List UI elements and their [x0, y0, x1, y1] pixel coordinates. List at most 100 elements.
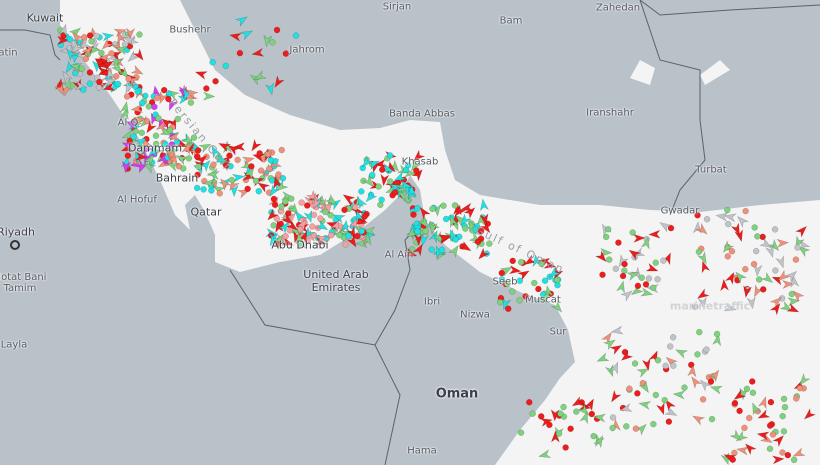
vessel-marker-fishing[interactable] — [632, 425, 640, 432]
vessel-marker-passenger[interactable] — [101, 31, 115, 42]
vessel-marker-cargo[interactable] — [788, 290, 796, 298]
vessel-marker-cargo[interactable] — [252, 177, 260, 185]
vessel-marker-cargo[interactable] — [577, 403, 591, 417]
vessel-marker-unknown[interactable] — [775, 255, 787, 269]
vessel-marker-tanker[interactable] — [632, 233, 646, 243]
vessel-marker-tanker[interactable] — [265, 208, 280, 222]
vessel-marker-cargo[interactable] — [553, 276, 561, 284]
vessel-marker-cargo[interactable] — [274, 179, 289, 194]
vessel-marker-fishing[interactable] — [81, 44, 95, 58]
vessel-marker-passenger[interactable] — [358, 227, 366, 235]
vessel-marker-passenger[interactable] — [369, 171, 376, 179]
vessel-marker-passenger[interactable] — [447, 228, 459, 243]
vessel-marker-passenger[interactable] — [177, 94, 191, 105]
vessel-marker-cargo[interactable] — [174, 115, 182, 123]
vessel-marker-tanker[interactable] — [749, 378, 756, 385]
vessel-marker-cargo[interactable] — [749, 389, 757, 396]
vessel-marker-tanker[interactable] — [341, 191, 356, 206]
vessel-marker-cargo[interactable] — [282, 198, 289, 205]
vessel-marker-cargo[interactable] — [417, 215, 431, 231]
vessel-marker-cargo[interactable] — [751, 224, 758, 231]
vessel-marker-navigation-aid[interactable] — [348, 217, 361, 231]
vessel-marker-cargo[interactable] — [720, 240, 735, 255]
vessel-marker-cargo[interactable] — [429, 205, 436, 213]
vessel-marker-cargo[interactable] — [297, 236, 307, 250]
vessel-marker-cargo[interactable] — [447, 214, 459, 229]
vessel-marker-fishing[interactable] — [143, 117, 151, 125]
vessel-marker-cargo[interactable] — [190, 134, 198, 141]
vessel-marker-cargo[interactable] — [767, 238, 781, 254]
vessel-marker-cargo[interactable] — [787, 297, 801, 307]
vessel-marker-cargo[interactable] — [408, 158, 422, 174]
vessel-marker-tanker[interactable] — [784, 451, 792, 459]
vessel-marker-unknown[interactable] — [619, 403, 633, 415]
vessel-marker-cargo[interactable] — [324, 193, 340, 208]
vessel-marker-navigation-aid[interactable] — [327, 232, 335, 239]
vessel-marker-passenger[interactable] — [345, 232, 352, 239]
vessel-marker-navigation-aid[interactable] — [310, 232, 318, 239]
vessel-marker-tanker[interactable] — [546, 421, 553, 429]
vessel-marker-cargo[interactable] — [61, 78, 75, 92]
vessel-marker-tanker[interactable] — [756, 409, 771, 422]
vessel-marker-cargo[interactable] — [181, 133, 196, 147]
vessel-marker-cargo[interactable] — [69, 61, 83, 73]
vessel-marker-pleasure[interactable] — [121, 160, 131, 174]
vessel-marker-tanker[interactable] — [736, 407, 743, 415]
vessel-marker-fishing[interactable] — [796, 384, 804, 392]
vessel-marker-unknown[interactable] — [103, 76, 117, 88]
vessel-marker-tanker[interactable] — [160, 86, 168, 94]
vessel-marker-passenger[interactable] — [399, 179, 413, 191]
vessel-marker-tanker[interactable] — [100, 58, 116, 72]
vessel-marker-pleasure[interactable] — [157, 152, 169, 166]
vessel-marker-fishing[interactable] — [699, 396, 707, 403]
vessel-marker-passenger[interactable] — [265, 82, 276, 96]
vessel-marker-unknown[interactable] — [121, 41, 129, 48]
vessel-marker-cargo[interactable] — [797, 372, 811, 388]
vessel-marker-fishing[interactable] — [99, 37, 114, 52]
vessel-marker-cargo[interactable] — [538, 290, 553, 305]
vessel-marker-navigation-aid[interactable] — [286, 227, 294, 234]
vessel-marker-tanker[interactable] — [522, 254, 537, 268]
vessel-marker-passenger[interactable] — [208, 144, 222, 159]
vessel-marker-unknown[interactable] — [609, 361, 621, 375]
vessel-marker-passenger[interactable] — [516, 277, 524, 285]
vessel-marker-fishing[interactable] — [687, 364, 697, 378]
vessel-marker-tanker[interactable] — [244, 185, 251, 193]
vessel-marker-cargo[interactable] — [375, 183, 382, 190]
vessel-marker-passenger[interactable] — [541, 277, 549, 284]
vessel-marker-cargo[interactable] — [486, 240, 493, 247]
vessel-marker-fishing[interactable] — [731, 449, 738, 457]
vessel-marker-cargo[interactable] — [202, 178, 216, 188]
vessel-marker-fishing[interactable] — [626, 385, 633, 392]
vessel-marker-cargo[interactable] — [206, 170, 220, 180]
vessel-marker-passenger[interactable] — [315, 220, 329, 233]
vessel-marker-unknown[interactable] — [93, 32, 100, 40]
vessel-marker-fishing[interactable] — [751, 284, 764, 298]
vessel-marker-cargo[interactable] — [634, 421, 649, 436]
vessel-marker-unknown[interactable] — [794, 244, 801, 251]
vessel-marker-cargo[interactable] — [517, 429, 525, 436]
vessel-marker-tanker[interactable] — [615, 239, 622, 246]
vessel-marker-cargo[interactable] — [593, 434, 606, 449]
vessel-marker-tanker[interactable] — [412, 242, 425, 257]
vessel-marker-unknown[interactable] — [752, 247, 760, 255]
vessel-marker-pleasure[interactable] — [136, 159, 149, 174]
vessel-marker-tanker[interactable] — [212, 78, 219, 85]
vessel-marker-tanker[interactable] — [273, 26, 281, 34]
vessel-marker-unknown[interactable] — [772, 267, 779, 274]
vessel-marker-tanker[interactable] — [539, 416, 554, 427]
vessel-marker-cargo[interactable] — [781, 403, 789, 411]
vessel-marker-unknown[interactable] — [723, 302, 737, 313]
vessel-marker-fishing[interactable] — [155, 119, 168, 134]
vessel-marker-cargo[interactable] — [779, 300, 794, 314]
vessel-marker-cargo[interactable] — [629, 284, 644, 298]
vessel-marker-cargo[interactable] — [629, 229, 636, 236]
vessel-marker-tanker[interactable] — [720, 278, 730, 292]
vessel-marker-cargo[interactable] — [187, 99, 195, 106]
vessel-marker-navigation-aid[interactable] — [282, 232, 289, 240]
vessel-marker-unknown[interactable] — [620, 288, 635, 302]
vessel-marker-fishing[interactable] — [113, 73, 120, 80]
vessel-marker-unknown[interactable] — [609, 414, 617, 421]
vessel-marker-cargo[interactable] — [152, 140, 160, 148]
